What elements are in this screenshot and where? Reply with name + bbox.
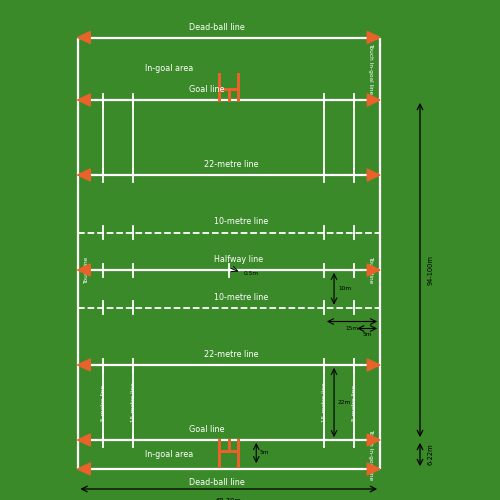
Text: 5-metre line: 5-metre line [352, 384, 357, 420]
Text: Goal line: Goal line [189, 425, 224, 434]
Polygon shape [367, 359, 380, 371]
Text: 5m: 5m [362, 332, 372, 338]
Text: Dead-ball line: Dead-ball line [189, 22, 244, 32]
Text: Touch In-goal line: Touch In-goal line [368, 43, 374, 94]
Polygon shape [78, 264, 90, 276]
Text: 0.5m: 0.5m [244, 271, 259, 276]
Text: Halfway line: Halfway line [214, 255, 263, 264]
Text: 10-metre line: 10-metre line [214, 218, 268, 226]
Text: 15-metre line: 15-metre line [131, 382, 136, 422]
Text: 68-70m: 68-70m [216, 498, 242, 500]
Text: 22-metre line: 22-metre line [204, 350, 258, 359]
Text: 22-metre line: 22-metre line [204, 160, 258, 169]
Polygon shape [367, 32, 380, 44]
Text: In-goal area: In-goal area [144, 450, 193, 459]
Text: Touchline: Touchline [368, 256, 374, 283]
Polygon shape [367, 264, 380, 276]
Text: 15m: 15m [346, 326, 358, 330]
Polygon shape [78, 94, 90, 106]
Polygon shape [367, 434, 380, 446]
Text: 94-100m: 94-100m [428, 255, 434, 285]
Text: 5m: 5m [260, 450, 269, 456]
Text: 6-22m: 6-22m [428, 444, 434, 466]
Polygon shape [367, 169, 380, 181]
Polygon shape [367, 94, 380, 106]
Text: 15-metre line: 15-metre line [322, 382, 326, 422]
Text: 5-metre line: 5-metre line [100, 384, 105, 420]
Polygon shape [367, 463, 380, 475]
Text: 10-metre line: 10-metre line [214, 292, 268, 302]
Text: In-goal area: In-goal area [144, 64, 193, 73]
Text: 22m: 22m [338, 400, 351, 405]
Text: Dead-ball line: Dead-ball line [189, 478, 244, 487]
Polygon shape [78, 169, 90, 181]
Text: Goal line: Goal line [189, 85, 224, 94]
Polygon shape [78, 434, 90, 446]
Text: 10m: 10m [338, 286, 351, 291]
Text: Touchline: Touchline [84, 256, 89, 283]
Polygon shape [78, 359, 90, 371]
Polygon shape [78, 463, 90, 475]
Polygon shape [78, 32, 90, 44]
Text: Touch In-goal line: Touch In-goal line [368, 429, 374, 480]
